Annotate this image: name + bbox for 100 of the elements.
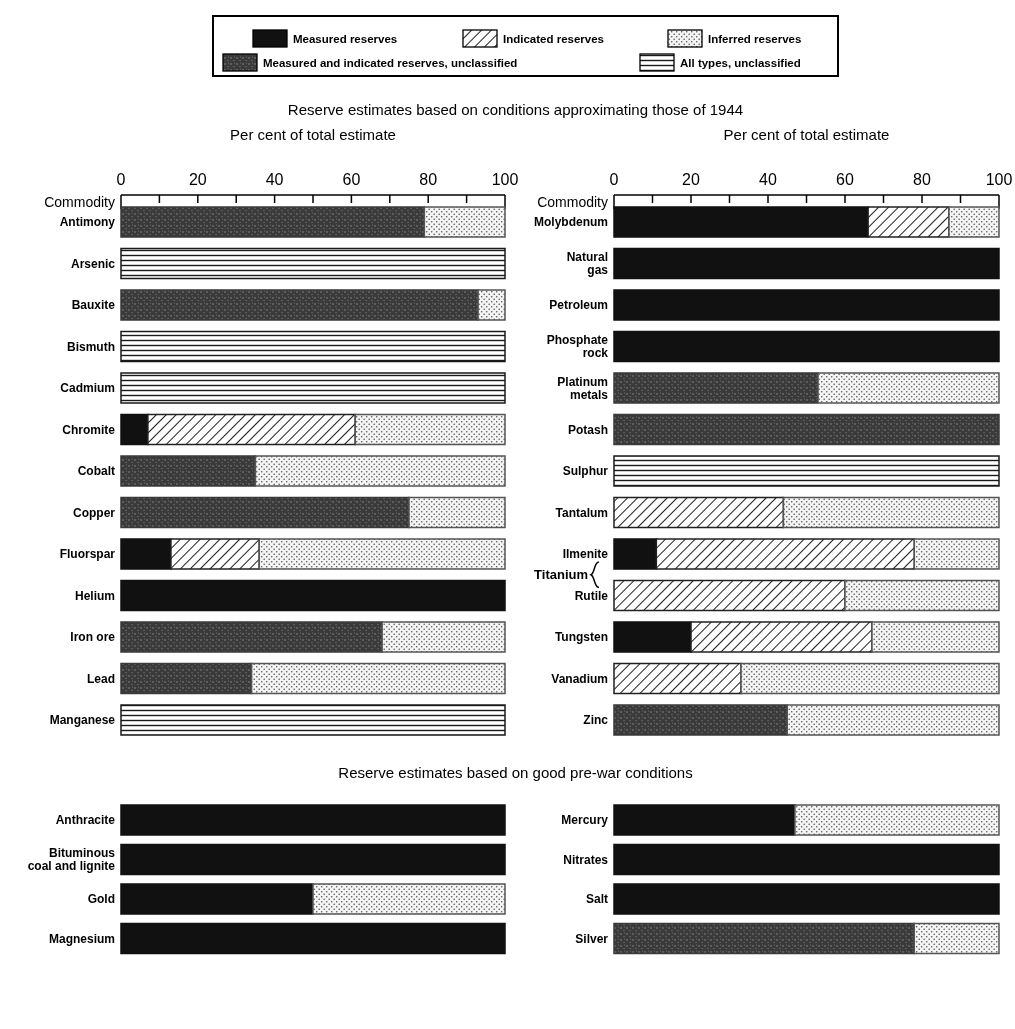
y-tick-label: Helium [74, 588, 115, 603]
x-tick-label: 20 [188, 171, 207, 188]
bar [250, 662, 506, 695]
y-tick-label: Antimony [59, 215, 116, 229]
x-axis-title: Per cent of total estimate [723, 126, 890, 143]
y-axis-title: Commodity [44, 194, 115, 210]
y-tick-label: Vanadium [551, 671, 608, 686]
y-tick-label: Molybdenum [534, 215, 608, 229]
y-tick-label: Phosphate rock [546, 333, 609, 360]
y-tick-label: Cobalt [77, 464, 115, 478]
bar [613, 330, 1000, 363]
bar [120, 496, 410, 529]
bar [120, 372, 506, 404]
bar [120, 330, 506, 363]
y-tick-label: Tungsten [554, 630, 608, 644]
bar [120, 413, 149, 446]
y-tick-label: Natural gas [566, 250, 609, 277]
x-tick-label: 40 [265, 171, 284, 188]
bar [120, 206, 426, 238]
bar [170, 538, 260, 570]
category-label: Gold [87, 892, 115, 906]
y-tick-label: Rutile [574, 588, 609, 603]
legend-label: Inferred reserves [708, 33, 802, 45]
legend-label: All types, unclassified [680, 57, 801, 69]
bar [613, 289, 1000, 321]
bar [817, 372, 1000, 404]
y-tick-label: Lead [86, 671, 115, 686]
x-tick-label: 80 [419, 171, 438, 188]
bar [613, 247, 1000, 280]
bar [477, 289, 506, 321]
chart-title: Reserve estimates based on good pre-war conditions [338, 764, 693, 781]
bar [740, 662, 1000, 695]
bar [613, 206, 869, 238]
legend-label: Measured reserves [293, 33, 398, 45]
y-tick-label: Arsenic [70, 256, 116, 271]
y-tick-label: Tantalum [555, 505, 608, 520]
x-axis-title: Per cent of total estimate [230, 126, 396, 143]
bar [913, 538, 1000, 570]
y-tick-label: Zinc [583, 713, 609, 727]
bar [354, 413, 506, 446]
bar [120, 455, 257, 487]
y-tick-label: Cadmium [60, 381, 115, 395]
bar [423, 206, 506, 238]
x-tick-label: 40 [759, 171, 777, 188]
bar [258, 538, 506, 570]
y-tick-label: Potash [567, 422, 608, 437]
bar [120, 579, 506, 612]
bar [613, 579, 846, 612]
bar [613, 372, 819, 404]
bar [613, 455, 1000, 487]
bar [408, 496, 506, 529]
bar [655, 538, 916, 570]
y-tick-label: Platinum metals [557, 374, 609, 402]
bar [254, 455, 506, 487]
legend-label: Indicated reserves [503, 33, 605, 45]
category-label: Mercury [561, 813, 608, 827]
category-label: Anthracite [55, 813, 115, 827]
bar [613, 413, 1000, 446]
x-tick-label: 100 [985, 171, 1013, 188]
y-tick-label: Sulphur [562, 464, 609, 478]
bar [613, 621, 692, 653]
y-tick-label: Bismuth [67, 339, 115, 354]
category-label: Salt [585, 892, 608, 906]
category-label: Silver [575, 931, 608, 946]
bar [690, 621, 873, 653]
bar [867, 206, 950, 238]
y-tick-label: Iron ore [70, 630, 116, 644]
legend-label: Measured and indicated reserves, unclassified [263, 57, 518, 69]
x-tick-label: 60 [836, 171, 854, 188]
y-tick-label: Manganese [49, 713, 116, 727]
bar [120, 704, 506, 736]
y-tick-label: Petroleum [549, 298, 608, 312]
y-tick-label: Chromite [62, 422, 116, 437]
y-axis-title: Commodity [537, 194, 608, 210]
bar [120, 662, 253, 695]
x-tick-label: 100 [491, 171, 519, 188]
x-tick-label: 20 [682, 171, 700, 188]
x-tick-label: 60 [342, 171, 361, 188]
bar [613, 538, 658, 570]
bar [613, 662, 742, 695]
bar [147, 413, 356, 446]
x-tick-label: 80 [913, 171, 931, 188]
text: Titanium [534, 567, 588, 583]
chart-title: Reserve estimates based on conditions approximating those of 1944 [287, 101, 744, 118]
y-tick-label: Fluorspar [59, 547, 116, 561]
bar [782, 496, 1000, 529]
bar [613, 496, 785, 529]
y-tick-label: Bauxite [71, 298, 116, 312]
category-label: Nitrates [563, 852, 608, 867]
category-label: Magnesium [48, 931, 115, 946]
bar [786, 704, 1000, 736]
y-tick-label: Copper [73, 505, 116, 520]
y-tick-label: Ilmenite [562, 547, 609, 561]
bar [844, 579, 1000, 612]
bar [613, 704, 788, 736]
bar [871, 621, 1000, 653]
bar [120, 621, 383, 653]
bar [381, 621, 506, 653]
x-tick-label: 0 [609, 171, 619, 188]
x-tick-label: 0 [116, 171, 126, 188]
